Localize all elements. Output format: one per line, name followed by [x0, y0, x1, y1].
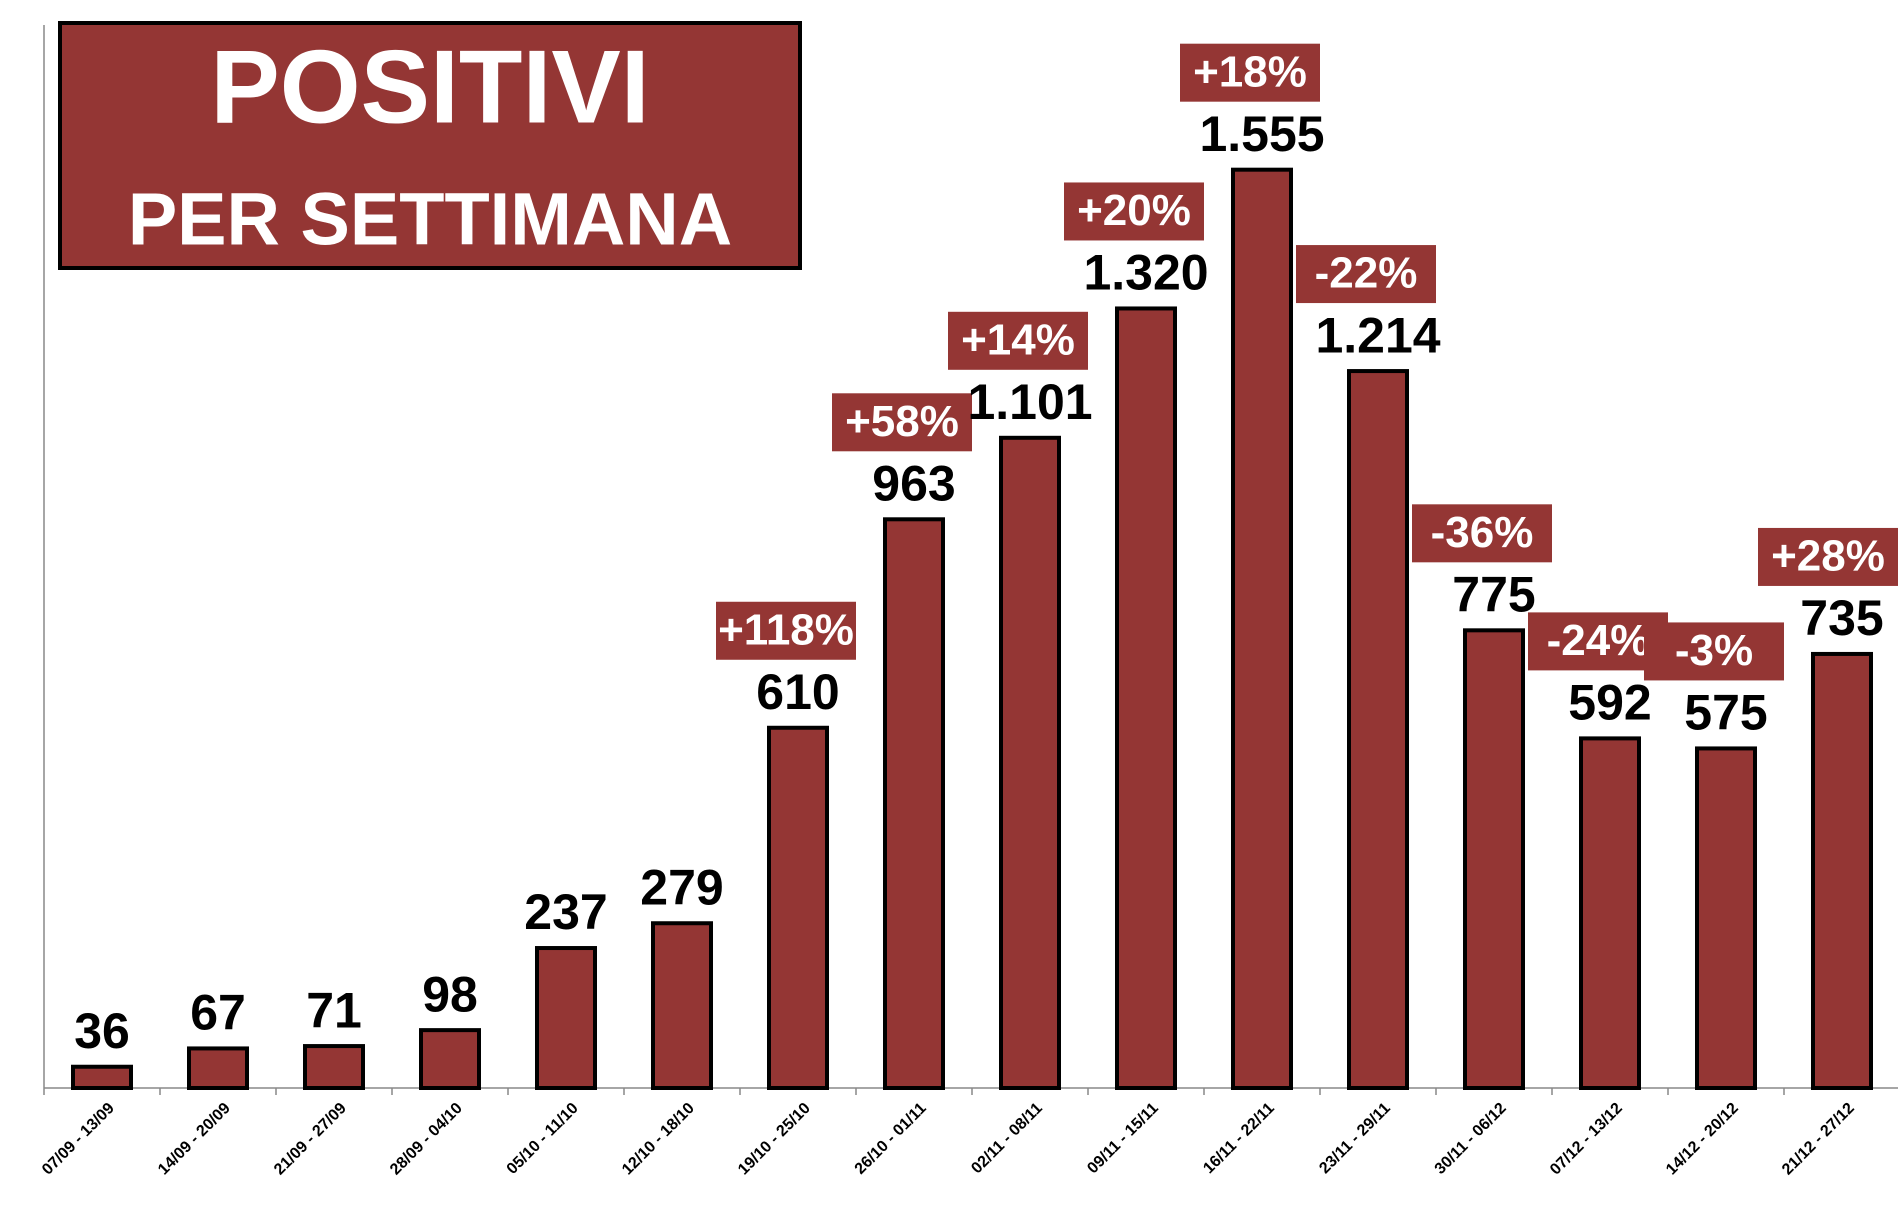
- change-label: -24%: [1547, 616, 1650, 665]
- x-tick-label: 14/09 - 20/09: [155, 1100, 234, 1179]
- value-label: 575: [1684, 685, 1767, 741]
- value-label: 963: [872, 455, 955, 511]
- x-tick-label: 09/11 - 15/11: [1084, 1100, 1162, 1178]
- change-label: +18%: [1193, 47, 1307, 96]
- value-label: 592: [1568, 675, 1651, 731]
- change-annotation: +58%: [832, 393, 972, 452]
- value-label: 775: [1452, 567, 1535, 623]
- change-label: +20%: [1077, 186, 1191, 235]
- change-annotation: -22%: [1296, 245, 1436, 304]
- bar: [1231, 167, 1293, 1091]
- bar: [651, 921, 713, 1090]
- x-tick-label: 07/12 - 13/12: [1547, 1100, 1626, 1179]
- value-label: 237: [524, 884, 607, 940]
- change-box: [1180, 43, 1320, 102]
- change-label: -22%: [1315, 249, 1418, 298]
- bar: [71, 1064, 133, 1090]
- bar: [999, 435, 1061, 1090]
- x-tick-label: 05/10 - 11/10: [504, 1100, 582, 1178]
- title-box: [58, 21, 802, 270]
- value-label: 1.320: [1083, 245, 1208, 301]
- change-box: [1758, 527, 1898, 586]
- bar: [767, 725, 829, 1090]
- change-box: [832, 393, 972, 452]
- value-label: 1.555: [1199, 106, 1324, 162]
- bar: [1347, 369, 1409, 1090]
- change-box: [1296, 245, 1436, 304]
- change-annotation: +28%: [1758, 527, 1898, 586]
- bar: [1579, 736, 1641, 1090]
- value-label: 1.214: [1315, 307, 1440, 363]
- change-box: [1064, 182, 1204, 241]
- change-annotation: +118%: [716, 601, 856, 660]
- bar: [419, 1028, 481, 1091]
- change-annotation: +20%: [1064, 182, 1204, 241]
- change-label: +58%: [845, 397, 959, 446]
- bar: [1811, 651, 1873, 1090]
- change-box: [1644, 622, 1784, 681]
- change-annotation: +14%: [948, 311, 1088, 370]
- change-annotation: -36%: [1412, 504, 1552, 563]
- x-tick-label: 21/09 - 27/09: [271, 1100, 350, 1179]
- x-tick-label: 07/09 - 13/09: [39, 1100, 118, 1179]
- chart-subtitle: PER SETTIMANA: [128, 178, 732, 261]
- change-box: [1412, 504, 1552, 563]
- change-label: -3%: [1675, 626, 1753, 675]
- x-tick-label: 30/11 - 06/12: [1432, 1100, 1510, 1178]
- change-annotation: -3%: [1644, 622, 1784, 681]
- change-box: [716, 601, 856, 660]
- value-label: 71: [306, 982, 362, 1038]
- x-tick-label: 19/10 - 25/10: [735, 1100, 814, 1179]
- change-label: -36%: [1431, 508, 1534, 557]
- change-box: [948, 311, 1088, 370]
- change-annotation: +18%: [1180, 43, 1320, 102]
- chart-title: POSITIVI: [210, 29, 649, 145]
- value-label: 735: [1800, 590, 1883, 646]
- bar: [1115, 306, 1177, 1090]
- change-label: +28%: [1771, 532, 1885, 581]
- x-tick-label: 14/12 - 20/12: [1663, 1100, 1742, 1179]
- x-tick-label: 16/11 - 22/11: [1200, 1100, 1278, 1178]
- x-tick-label: 12/10 - 18/10: [619, 1100, 698, 1179]
- value-label: 1.101: [967, 374, 1092, 430]
- bar: [187, 1046, 249, 1090]
- bar: [535, 946, 597, 1090]
- change-label: +118%: [718, 605, 854, 654]
- x-tick-label: 21/12 - 27/12: [1779, 1100, 1858, 1179]
- x-tick-label: 23/11 - 29/11: [1316, 1100, 1394, 1178]
- x-tick-label: 26/10 - 01/11: [852, 1100, 930, 1178]
- value-label: 610: [756, 664, 839, 720]
- value-label: 279: [640, 859, 723, 915]
- change-label: +14%: [961, 315, 1075, 364]
- x-tick-label: 28/09 - 04/10: [387, 1100, 466, 1179]
- bar: [1695, 746, 1757, 1090]
- bar: [303, 1044, 365, 1090]
- value-label: 36: [74, 1003, 130, 1059]
- bar: [883, 517, 945, 1090]
- value-label: 67: [190, 985, 246, 1041]
- value-label: 98: [422, 966, 478, 1022]
- bar: [1463, 628, 1525, 1090]
- x-tick-label: 02/11 - 08/11: [968, 1100, 1046, 1178]
